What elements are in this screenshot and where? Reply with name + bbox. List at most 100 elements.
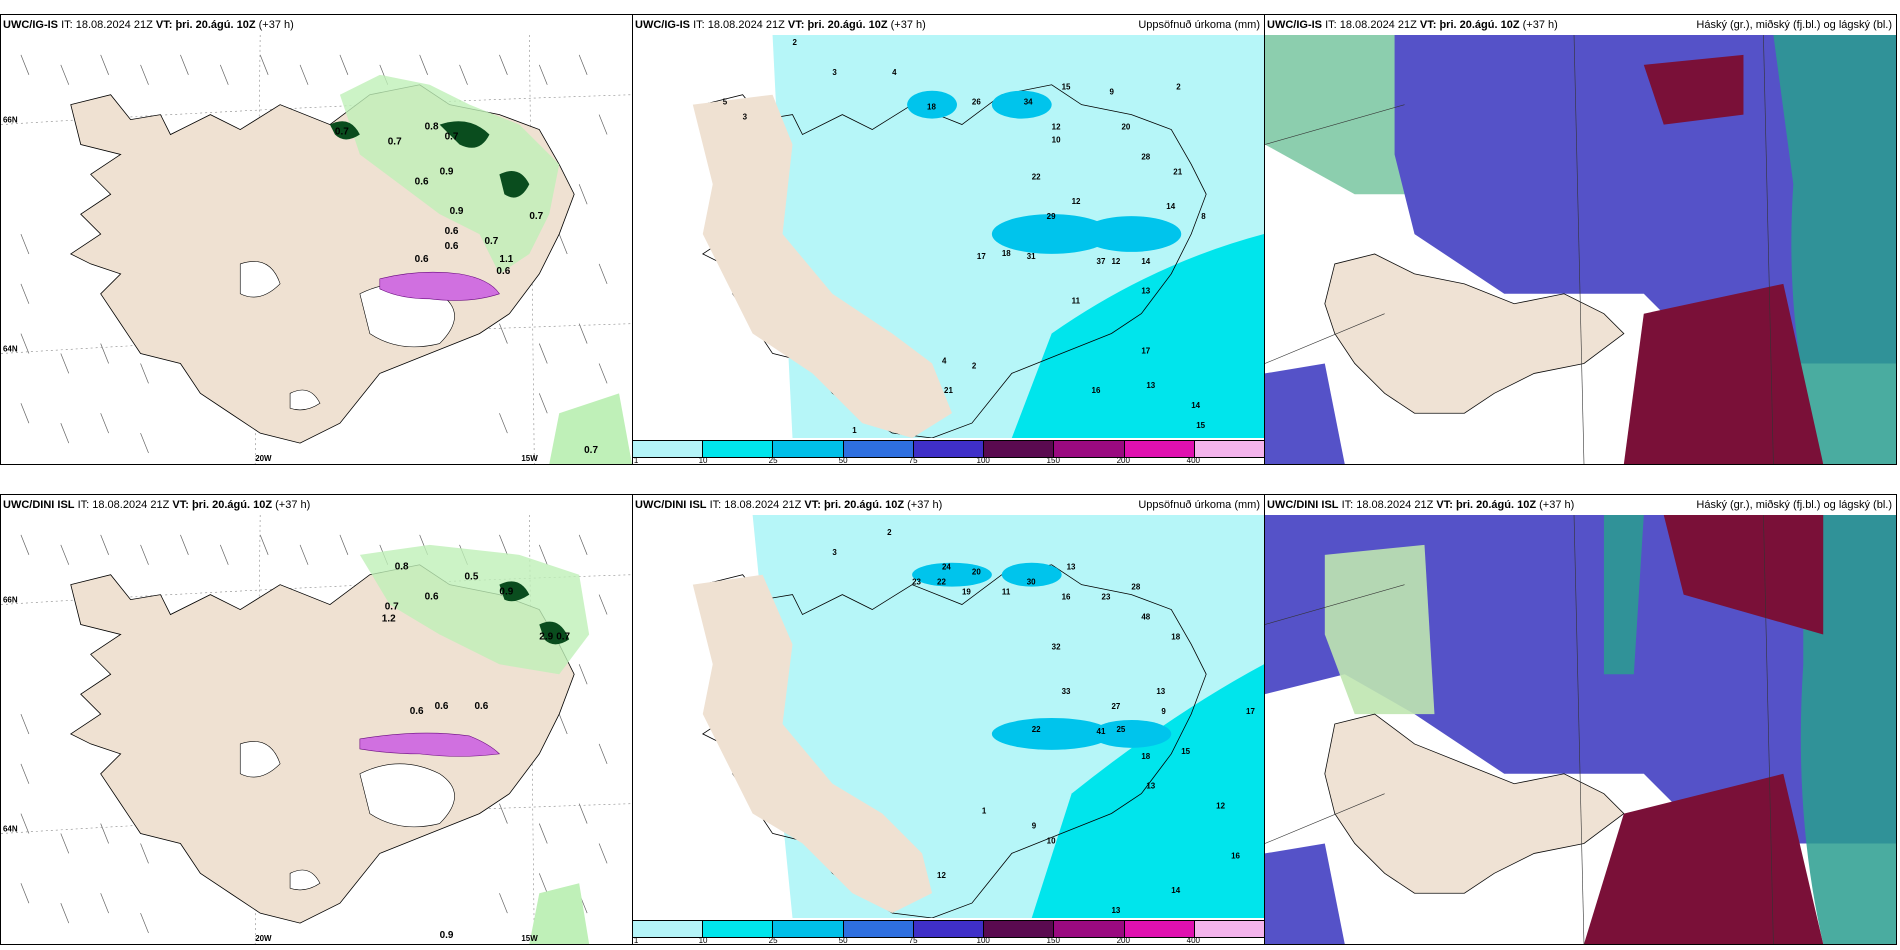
wind-value: 0.8 [425,122,439,133]
precip-green [329,74,632,464]
precip-value: 11 [1072,297,1081,306]
wind-value: 1.1 [499,254,513,265]
precip-value: 17 [1246,707,1255,716]
precip-value: 18 [1002,249,1011,258]
cloud-mid-sw [1265,843,1345,944]
precip-value: 28 [1141,152,1150,161]
precip-value: 17 [977,252,986,261]
wind-value: 0.5 [465,572,479,583]
colorbar-swatch [1194,921,1264,937]
precip-value: 12 [1111,257,1120,266]
colorbar-tick: 200 [1116,936,1130,945]
colorbar-swatch [984,441,1055,457]
precip-colorbar: 1 10 25 50 75 100 150 200 400 [633,920,1264,944]
precip-value: 30 [1027,578,1036,587]
iceland-land [69,564,575,924]
lat-label-64n: 64N [3,825,18,834]
dry-land [692,94,952,438]
precip-value: 33 [1062,687,1071,696]
precip-value: 32 [1052,642,1061,651]
lat-label-66n: 66N [3,596,18,605]
cloud-high-nw [1265,35,1425,195]
precip-value: 5 [723,98,728,107]
panel-header: UWC/DINI ISL IT: 18.08.2024 21Z VT: þri.… [3,499,311,511]
precip-value: 13 [1146,381,1155,390]
cloud-map [1265,515,1896,944]
cloud-map [1265,35,1896,464]
wind-value: 1.2 [382,614,396,625]
wind-value: 0.6 [445,241,459,252]
precip-value: 23 [1102,593,1111,602]
precip-value: 15 [1181,747,1190,756]
colorbar-tick: 25 [768,456,778,465]
colorbar-swatches [633,440,1264,458]
precip-value: 10 [1052,135,1061,144]
precip-value: 29 [1047,212,1056,221]
cloud-low-north [1643,54,1744,125]
precip-cells [912,562,1172,750]
precip-value: 2 [887,528,892,537]
colorbar-swatch [633,921,704,937]
precip-value: 9 [1109,88,1114,97]
colorbar-swatch [703,921,774,937]
precip-value: 18 [1171,632,1180,641]
cloud-mid [1394,35,1896,364]
colorbar-tick: 25 [768,936,778,945]
precip-value: 14 [1141,257,1150,266]
panel-wind-row2: UWC/DINI ISL IT: 18.08.2024 21Z VT: þri.… [0,494,633,945]
wind-value: 0.7 [445,132,459,143]
wind-value: 0.7 [385,602,399,613]
precip-value: 28 [1131,583,1140,592]
precip-value: 12 [937,871,946,880]
wind-value: 2.9 [539,631,553,642]
glaciers [239,741,455,891]
precip-value: 25 [1116,725,1125,734]
precip-value: 3 [832,68,837,77]
precip-value: 15 [1062,83,1071,92]
precip-value: 24 [942,563,951,572]
wind-map: 20W 15W 66N 64N 0.7 0.8 0.7 0.6 0.9 0.7 … [1,35,632,464]
panel-cloud-row1: UWC/IG-IS IT: 18.08.2024 21Z VT: þri. 20… [1264,14,1897,465]
precip-value: 15 [1196,421,1205,430]
precip-value: 22 [937,578,946,587]
panel-header: UWC/IG-IS IT: 18.08.2024 21Z VT: þri. 20… [1265,15,1896,35]
precip-magenta [359,732,501,757]
colorbar-swatch [843,441,914,457]
precip-value: 3 [743,113,748,122]
cloud-high-nw [1324,544,1435,715]
cloud-high-east [1773,35,1896,464]
panel-precip-row2: UWC/DINI ISL IT: 18.08.2024 21Z VT: þri.… [632,494,1265,945]
panel-precip-row1: UWC/IG-IS IT: 18.08.2024 21Z VT: þri. 20… [632,14,1265,465]
lat-label-66n: 66N [3,116,18,125]
colorbar-tick: 400 [1186,936,1200,945]
wind-value: 0.9 [450,206,464,217]
precip-value: 17 [1141,346,1150,355]
colorbar-swatch [773,441,844,457]
lon-label-15w: 15W [521,454,538,463]
panel-variable-title: Háský (gr.), miðský (fj.bl.) og lágský (… [1696,19,1892,31]
wind-value: 0.7 [556,631,570,642]
precip-mid-area [1031,664,1264,918]
wind-value: 0.8 [395,562,409,573]
lon-label-15w: 15W [521,934,538,943]
colorbar-ticks: 1 10 25 50 75 100 150 200 400 [633,936,1264,945]
panel-variable-title: Háský (gr.), miðský (fj.bl.) og lágský (… [1696,499,1892,511]
colorbar-tick: 150 [1046,456,1060,465]
colorbar-swatch [913,921,985,937]
precip-value: 22 [1032,172,1041,181]
colorbar-tick: 75 [908,936,918,945]
precip-value: 4 [892,68,897,77]
panel-variable-title: Uppsöfnuð úrkoma (mm) [1138,19,1260,31]
precip-value: 1 [852,426,857,435]
cloud-low-south [1583,773,1824,944]
precip-value: 20 [1121,123,1130,132]
panel-variable-title: Uppsöfnuð úrkoma (mm) [1138,499,1260,511]
precip-value: 9 [1161,707,1166,716]
cloud-high-center [1603,515,1644,675]
precip-value: 14 [1171,886,1180,895]
wind-value: 0.9 [440,166,454,177]
precip-value: 22 [1032,725,1041,734]
colorbar-tick: 100 [976,936,990,945]
cloud-high-east [1800,515,1896,944]
precip-value: 8 [1201,212,1206,221]
